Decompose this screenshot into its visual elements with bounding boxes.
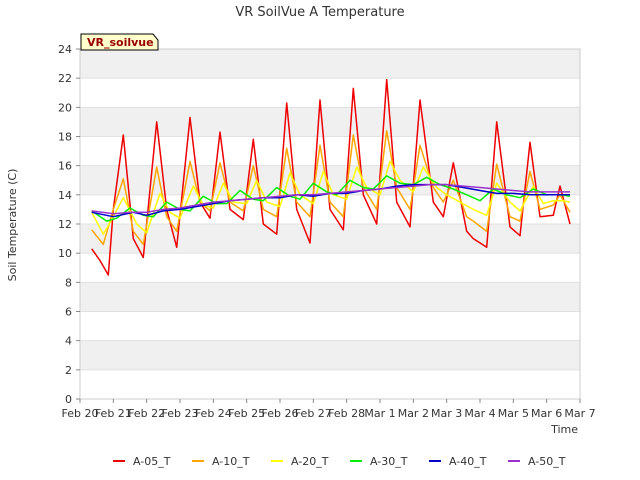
y-tick-label: 16 bbox=[58, 160, 72, 173]
y-tick-label: 20 bbox=[58, 101, 72, 114]
y-tick-label: 12 bbox=[58, 218, 72, 231]
y-tick-label: 2 bbox=[65, 364, 72, 377]
y-axis-label: Soil Temperature (C) bbox=[6, 169, 19, 282]
series-line-a-05-t bbox=[91, 78, 571, 276]
legend-label: A-20_T bbox=[291, 455, 329, 468]
x-tick-label: Mar 3 bbox=[431, 407, 462, 420]
legend-item: A-30_T bbox=[350, 455, 408, 468]
x-axis-label: Time bbox=[550, 423, 578, 436]
legend-item: A-05_T bbox=[113, 455, 171, 468]
y-tick-label: 0 bbox=[65, 393, 72, 406]
x-tick-label: Feb 28 bbox=[328, 407, 365, 420]
plot-bands bbox=[80, 49, 580, 370]
legend-item: A-20_T bbox=[271, 455, 329, 468]
x-tick-label: Feb 25 bbox=[228, 407, 265, 420]
legend: A-05_T A-10_T A-20_T A-30_T A-40_T A-50_T bbox=[113, 455, 566, 468]
x-tick-label: Mar 1 bbox=[364, 407, 395, 420]
x-tick-label: Feb 22 bbox=[128, 407, 165, 420]
y-tick-label: 22 bbox=[58, 72, 72, 85]
x-tick-label: Mar 5 bbox=[498, 407, 529, 420]
x-tick-label: Mar 2 bbox=[398, 407, 429, 420]
series-lines bbox=[91, 78, 571, 276]
legend-item: A-40_T bbox=[429, 455, 487, 468]
x-tick-label: Feb 23 bbox=[162, 407, 199, 420]
y-tick-label: 18 bbox=[58, 131, 72, 144]
legend-item: A-10_T bbox=[192, 455, 250, 468]
x-tick-label: Feb 27 bbox=[295, 407, 332, 420]
x-tick-label: Feb 26 bbox=[262, 407, 299, 420]
series-line-a-10-t bbox=[91, 129, 571, 246]
x-tick-label: Mar 6 bbox=[531, 407, 562, 420]
grid-band bbox=[80, 49, 580, 79]
y-tick-label: 14 bbox=[58, 189, 72, 202]
chart-title: VR SoilVue A Temperature bbox=[235, 5, 404, 20]
y-tick-label: 6 bbox=[65, 306, 72, 319]
series-line-a-30-t bbox=[91, 175, 571, 222]
x-tick-label: Feb 20 bbox=[62, 407, 99, 420]
legend-item: A-50_T bbox=[508, 455, 566, 468]
legend-label: A-10_T bbox=[212, 455, 250, 468]
legend-label: A-30_T bbox=[370, 455, 408, 468]
series-line-a-50-t bbox=[91, 183, 570, 215]
y-tick-label: 10 bbox=[58, 247, 72, 260]
grid-band bbox=[80, 340, 580, 370]
x-tick-label: Mar 4 bbox=[464, 407, 495, 420]
y-tick-label: 8 bbox=[65, 276, 72, 289]
legend-label: A-05_T bbox=[133, 455, 171, 468]
x-tick-label: Feb 24 bbox=[195, 407, 232, 420]
x-tick-label: Mar 7 bbox=[564, 407, 595, 420]
grid-band bbox=[80, 224, 580, 254]
y-tick-label: 24 bbox=[58, 43, 72, 56]
grid-band bbox=[80, 282, 580, 312]
legend-label: A-40_T bbox=[449, 455, 487, 468]
x-tick-label: Feb 21 bbox=[95, 407, 132, 420]
annotation-box: VR_soilvue bbox=[80, 33, 159, 51]
annotation-label: VR_soilvue bbox=[87, 36, 154, 49]
y-tick-label: 4 bbox=[65, 335, 72, 348]
legend-label: A-50_T bbox=[528, 455, 566, 468]
